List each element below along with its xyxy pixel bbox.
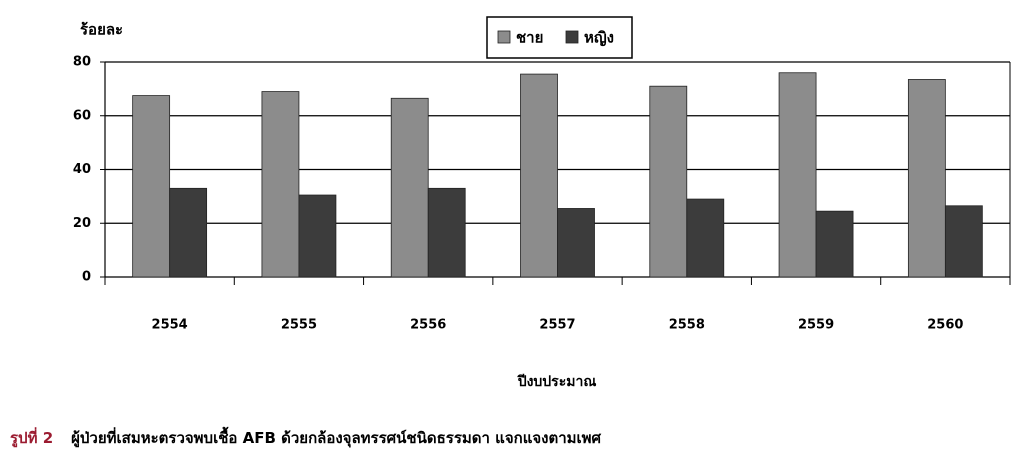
x-axis-title: ปีงบประมาณ bbox=[516, 374, 596, 390]
legend-swatch bbox=[565, 30, 579, 44]
x-tick-label: 2554 bbox=[152, 318, 188, 333]
legend-label: หญิง bbox=[584, 29, 614, 47]
x-tick-label: 2556 bbox=[410, 318, 446, 333]
bar bbox=[298, 194, 337, 278]
bar bbox=[815, 210, 854, 278]
x-tick-label: 2559 bbox=[798, 318, 834, 333]
bar bbox=[557, 208, 595, 278]
x-tick-label: 2557 bbox=[539, 318, 575, 333]
y-tick-label: 60 bbox=[73, 108, 91, 123]
bar bbox=[169, 187, 208, 278]
legend-label: ชาย bbox=[516, 29, 543, 47]
bar bbox=[686, 198, 725, 278]
x-tick-label: 2560 bbox=[927, 318, 963, 333]
bar bbox=[907, 79, 946, 278]
bar bbox=[649, 85, 688, 278]
bar bbox=[390, 97, 429, 278]
chart: ร้อยละ ปีงบประมาณ 0 20 40 60 80 2554 2555 2556 2… bbox=[73, 16, 1011, 390]
bar bbox=[261, 91, 300, 278]
bar bbox=[520, 73, 558, 278]
legend-swatch bbox=[497, 30, 511, 44]
x-tick-label: 2555 bbox=[281, 318, 317, 333]
y-axis-title: ร้อยละ bbox=[80, 21, 123, 39]
y-tick-label: 80 bbox=[73, 55, 91, 70]
x-tick-label: 2558 bbox=[669, 318, 705, 333]
bar bbox=[427, 187, 466, 278]
bar bbox=[778, 72, 817, 278]
legend-box bbox=[486, 16, 633, 59]
caption: รูปที่ 2 ผู้ป่วยที่เสมหะตรวจพบเชื้อ AFB ด… bbox=[10, 426, 601, 450]
bar bbox=[944, 205, 983, 278]
caption-text: ผู้ป่วยที่เสมหะตรวจพบเชื้อ AFB ด้วยกล้อง… bbox=[71, 429, 602, 447]
y-tick-label: 0 bbox=[82, 270, 91, 285]
y-tick-label: 40 bbox=[73, 162, 91, 177]
caption-label: รูปที่ 2 bbox=[10, 429, 54, 447]
bar bbox=[132, 95, 171, 278]
y-tick-label: 20 bbox=[73, 216, 91, 231]
